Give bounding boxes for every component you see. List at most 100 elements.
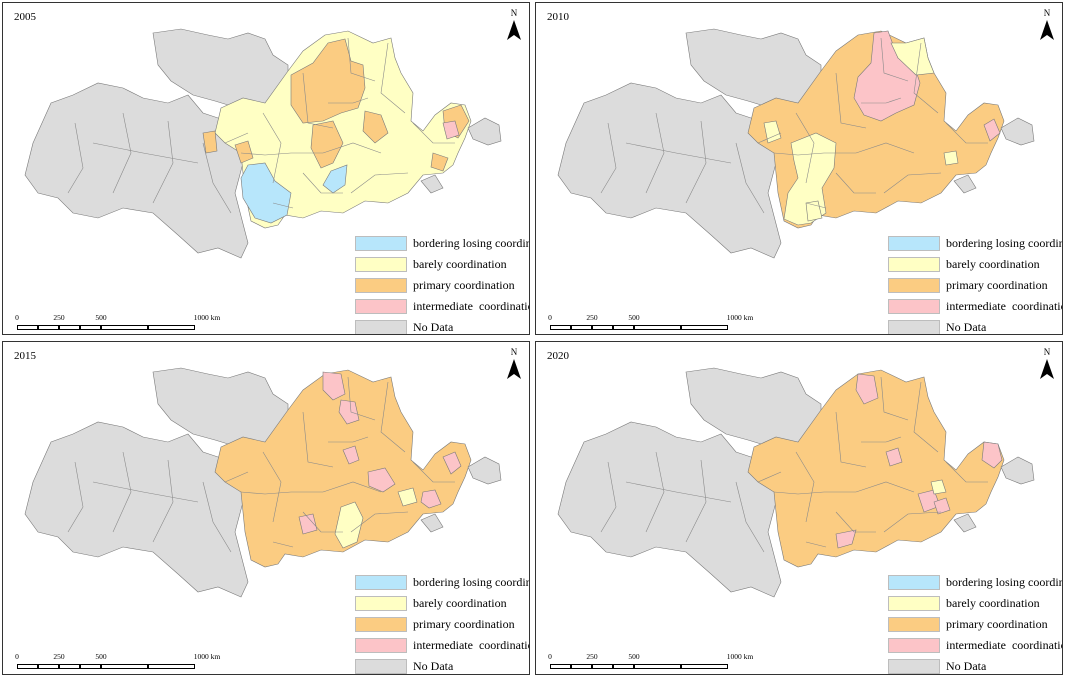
north-arrow-icon — [507, 359, 521, 379]
legend-swatch — [888, 638, 940, 653]
district-boundary — [328, 436, 369, 443]
legend-label: No Data — [413, 320, 454, 334]
region-bordering-8 — [240, 162, 292, 224]
legend-item: No Data — [355, 317, 529, 334]
scale-bar-segment — [38, 325, 59, 330]
map-legend: bordering losing coordination barely coor… — [355, 233, 529, 334]
district-boundary — [757, 132, 782, 144]
region-barely-4 — [783, 132, 837, 226]
scale-bar-segment — [17, 664, 38, 669]
scale-bar-segment — [38, 664, 59, 669]
panel-year-label: 2015 — [14, 350, 36, 362]
legend-swatch — [888, 278, 940, 293]
scale-bar-segment — [59, 325, 80, 330]
district-boundary — [861, 436, 902, 443]
scale-bar-segment — [550, 325, 571, 330]
region-primary-4 — [430, 152, 449, 172]
district-boundary — [883, 172, 942, 194]
legend-item: No Data — [888, 317, 1062, 334]
legend-swatch — [355, 575, 407, 590]
district-boundary — [291, 142, 382, 154]
legend-label: bordering losing coordination — [946, 575, 1062, 589]
no-data-region-southeast — [420, 174, 444, 194]
district-boundary — [883, 511, 942, 533]
district-boundary — [112, 112, 132, 194]
region-intermediate-1 — [885, 447, 903, 467]
scale-bar-segment — [80, 664, 101, 669]
scale-bar-segment — [634, 325, 681, 330]
panel-year-label: 2020 — [547, 350, 569, 362]
scale-tick-label: 250 — [53, 652, 65, 661]
legend-label: barely coordination — [946, 257, 1040, 271]
choropleth-map — [24, 28, 502, 259]
legend-swatch — [355, 299, 407, 314]
district-boundary — [347, 37, 376, 82]
legend-item: bordering losing coordination — [355, 233, 529, 254]
no-data-region-west — [24, 421, 249, 598]
district-boundary — [600, 461, 617, 533]
region-barely-6 — [943, 150, 959, 166]
legend-swatch — [888, 575, 940, 590]
district-boundary — [805, 541, 827, 548]
scale-tick-label: 0 — [548, 652, 552, 661]
legend-swatch — [355, 278, 407, 293]
scale-tick-label: 1000 km — [193, 313, 221, 322]
legend-item: bordering losing coordination — [355, 572, 529, 593]
legend-item: primary coordination — [355, 614, 529, 635]
district-boundary — [913, 42, 939, 114]
scale-tick-label: 0 — [15, 652, 19, 661]
district-boundary — [272, 202, 294, 209]
scale-bar-segment — [148, 664, 195, 669]
region-intermediate-7 — [442, 120, 460, 140]
region-intermediate-1 — [983, 118, 1001, 142]
north-arrow-label: N — [1043, 8, 1051, 18]
scale-tick-label: 1000 km — [193, 652, 221, 661]
district-boundary — [735, 481, 765, 553]
scale-tick-label: 1000 km — [726, 652, 754, 661]
legend-swatch — [355, 617, 407, 632]
district-boundary — [805, 202, 827, 209]
legend-swatch — [355, 257, 407, 272]
north-arrow: N — [1038, 348, 1056, 384]
scale-tick-label: 250 — [53, 313, 65, 322]
district-boundary — [835, 511, 876, 533]
legend-label: primary coordination — [413, 278, 515, 292]
district-boundary — [262, 112, 282, 184]
scale-bar: 0 250 500 1000 km — [15, 652, 255, 674]
district-boundary — [347, 376, 376, 421]
legend-item: bordering losing coordination — [888, 233, 1062, 254]
district-boundary — [795, 112, 815, 184]
district-boundary — [412, 122, 455, 144]
district-boundary — [302, 172, 343, 194]
legend-swatch — [355, 638, 407, 653]
district-boundary — [645, 451, 665, 533]
legend-label: primary coordination — [946, 617, 1048, 631]
map-legend: bordering losing coordination barely coor… — [355, 572, 529, 674]
district-boundary — [861, 97, 902, 104]
north-arrow-label: N — [1043, 347, 1051, 357]
scale-tick-label: 1000 km — [726, 313, 754, 322]
district-boundary — [240, 491, 292, 495]
scale-bar-segment — [592, 664, 613, 669]
choropleth-map — [557, 367, 1035, 598]
legend-item: intermediate coordination — [355, 635, 529, 656]
legend-label: No Data — [946, 659, 987, 673]
district-boundary — [685, 120, 707, 204]
district-boundary — [328, 97, 369, 104]
scale-bar: 0 250 500 1000 km — [15, 313, 255, 334]
district-boundary — [112, 451, 132, 533]
legend-swatch — [888, 659, 940, 674]
district-boundary — [302, 411, 334, 468]
region-primary-1 — [310, 120, 344, 169]
district-boundary — [262, 451, 282, 523]
panel-year-label: 2005 — [14, 11, 36, 23]
legend-item: barely coordination — [888, 593, 1062, 614]
no-data-region-east — [1000, 456, 1035, 485]
legend-label: barely coordination — [413, 257, 507, 271]
district-boundary — [685, 459, 707, 543]
district-boundary — [735, 142, 765, 214]
legend-item: intermediate coordination — [888, 635, 1062, 656]
